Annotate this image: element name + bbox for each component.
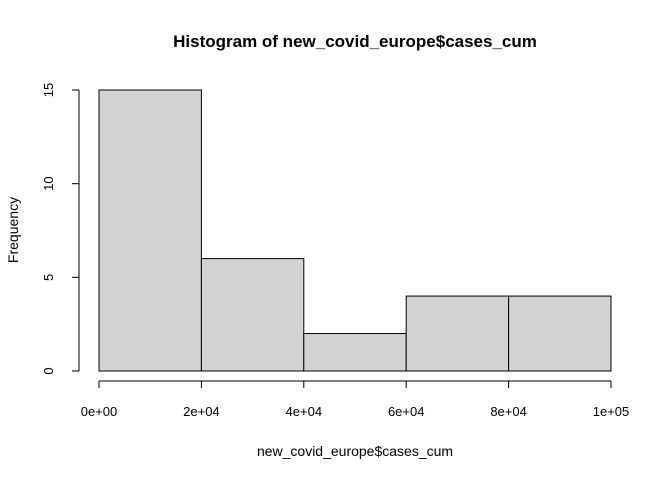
x-tick-label-1: 0e+00 [81,404,118,419]
x-tick-label-3: 4e+04 [286,404,323,419]
y-axis: 0 5 10 15 [41,83,80,375]
x-tick-label-5: 8e+04 [490,404,527,419]
chart-title: Histogram of new_covid_europe$cases_cum [173,32,537,51]
x-tick-label-4: 6e+04 [388,404,425,419]
x-tick-label-6: 1e+05 [593,404,630,419]
histogram-bar-1 [98,89,202,372]
x-axis: 0e+00 2e+04 4e+04 6e+04 8e+04 1e+05 [81,380,630,419]
y-axis-label: Frequency [5,197,21,263]
y-tick-label-4: 15 [41,83,56,97]
histogram-bar-5 [508,295,612,372]
y-tick-label-1: 0 [41,367,56,374]
x-axis-label: new_covid_europe$cases_cum [257,443,453,459]
histogram-bar-4 [405,295,510,372]
histogram-bar-3 [303,333,407,372]
y-tick-label-3: 10 [41,176,56,190]
histogram-bars [98,89,612,372]
histogram-bar-2 [200,258,305,372]
y-tick-label-2: 5 [41,274,56,281]
x-tick-label-2: 2e+04 [183,404,220,419]
